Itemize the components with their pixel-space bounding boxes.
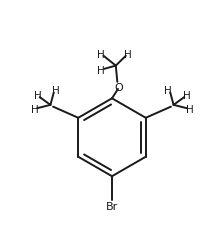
Text: H: H bbox=[97, 66, 105, 76]
Text: H: H bbox=[186, 105, 194, 115]
Text: H: H bbox=[183, 91, 190, 100]
Text: H: H bbox=[34, 91, 41, 100]
Text: H: H bbox=[164, 85, 172, 95]
Text: Br: Br bbox=[106, 201, 118, 211]
Text: H: H bbox=[124, 50, 132, 60]
Text: H: H bbox=[30, 105, 38, 115]
Text: O: O bbox=[115, 82, 123, 92]
Text: H: H bbox=[97, 50, 105, 60]
Text: H: H bbox=[52, 85, 60, 95]
